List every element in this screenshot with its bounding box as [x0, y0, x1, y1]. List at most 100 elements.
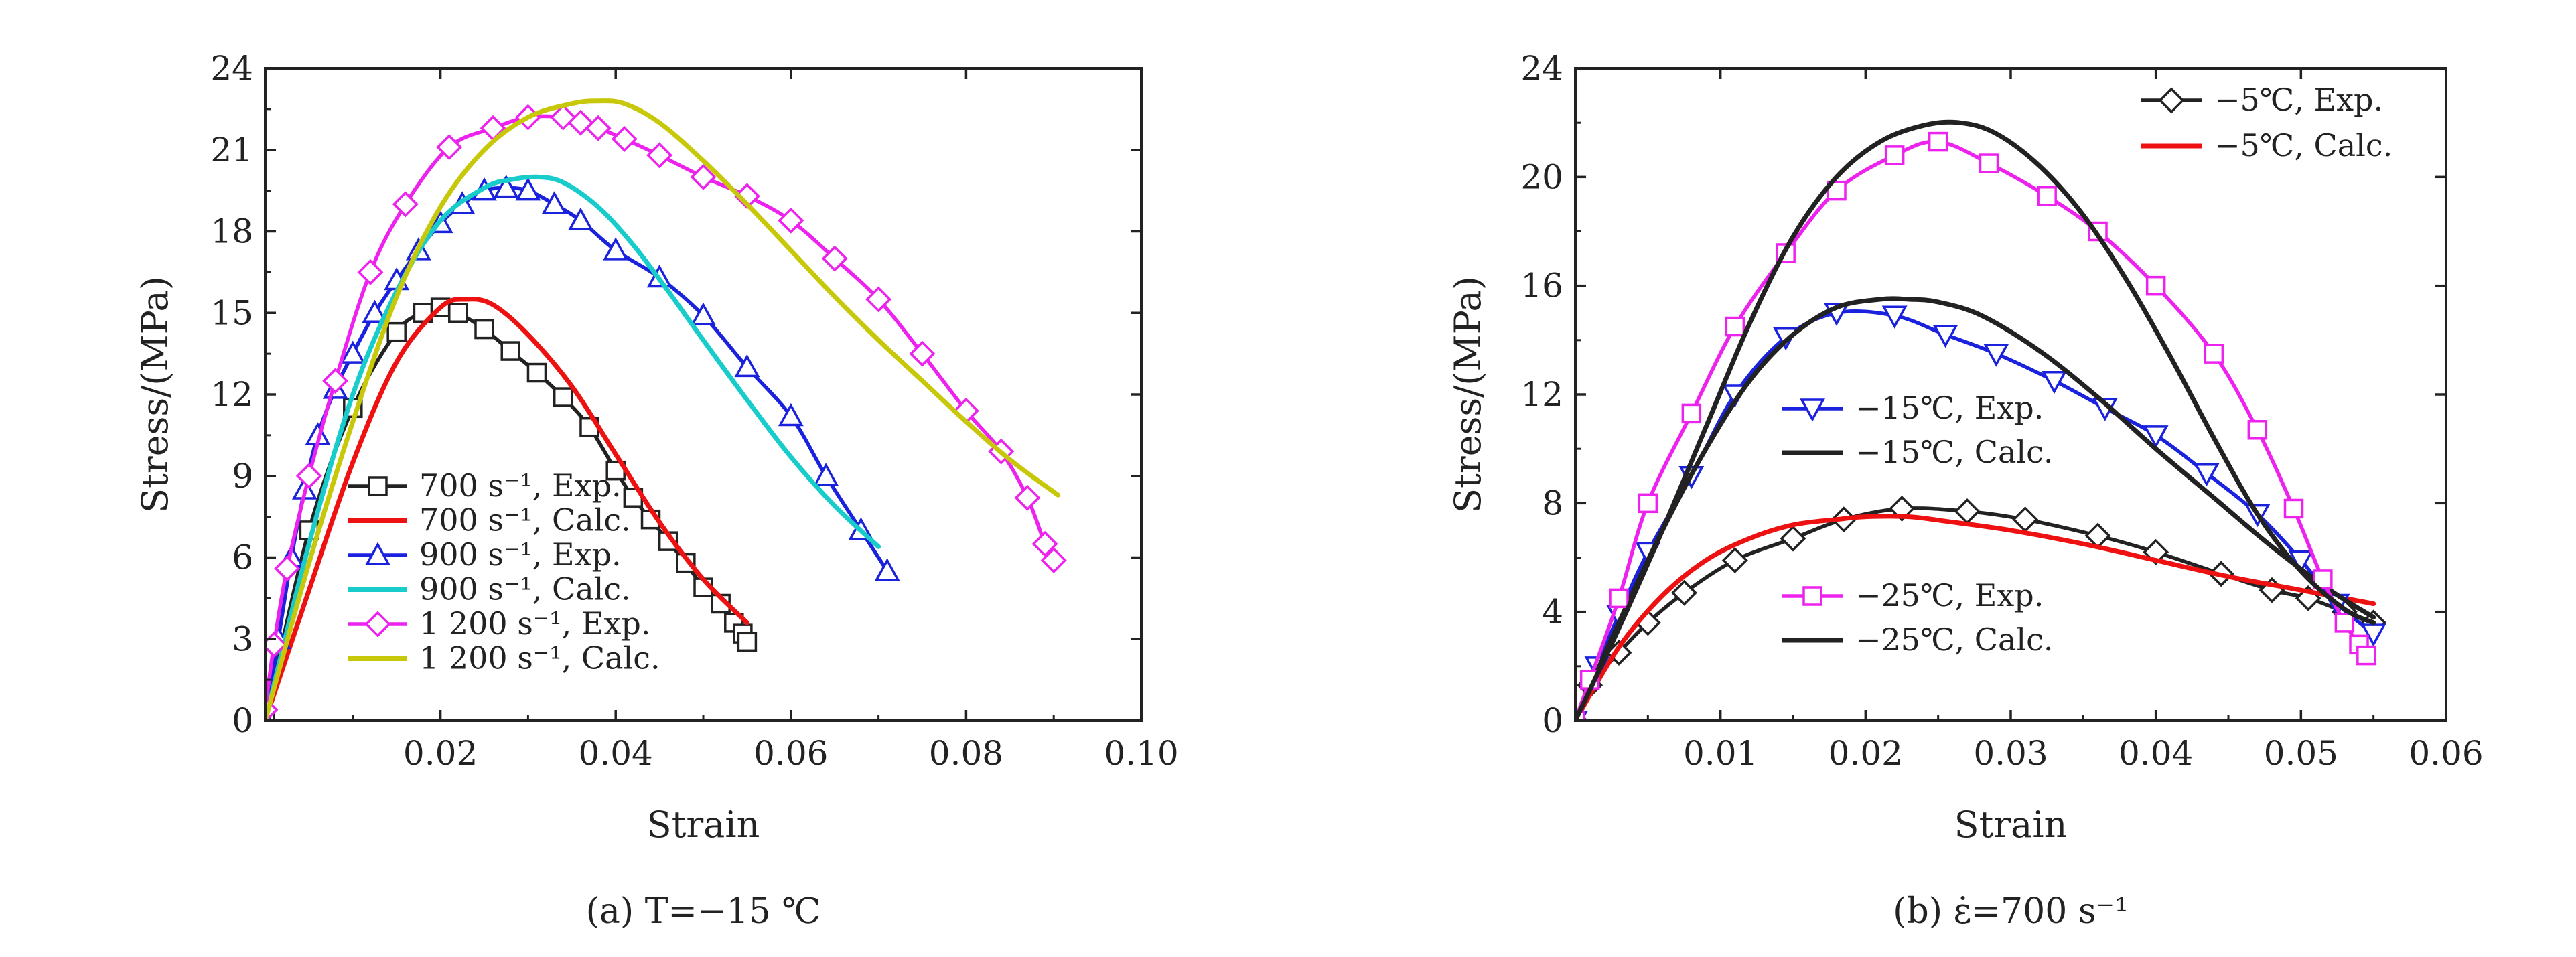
chart-a-legend-entry-2-label: 700 s⁻¹, Calc.: [419, 502, 631, 538]
chart-a-ytick-label: 24: [210, 49, 253, 88]
chart-b-ytick-label: 4: [1542, 593, 1563, 632]
chart-b-series-3-markers: [1575, 303, 2386, 721]
chart-a-series-5-point: [821, 245, 848, 272]
chart-b-series-1-markers: [1575, 495, 2387, 721]
chart-b-series-1-point: [1671, 579, 1697, 606]
chart-a-xtick-label: 0.02: [403, 734, 478, 773]
chart-a-series-5-point: [646, 142, 673, 169]
chart-b-series-5-point: [1979, 153, 1999, 173]
chart-b-legend-entry-5: −25℃, Exp.: [1782, 577, 2044, 613]
chart-a-axes: 0.02 0.04 0.06 0.08 0.10 0 3 6 9 12 15 18 21 24: [210, 49, 1178, 773]
chart-a-legend-entry-4-label: 900 s⁻¹, Calc.: [419, 571, 631, 607]
chart-a-series-1-point: [474, 319, 494, 340]
chart-a-ytick-label: 0: [232, 701, 253, 740]
chart-b-series-5-point: [1681, 403, 1702, 424]
chart-b-series-3-point: [2288, 550, 2314, 574]
chart-b-legend-entry-3-label: −15℃, Exp.: [1855, 390, 2044, 426]
chart-a-series-5-point: [865, 286, 892, 313]
chart-a-series-5-point: [1014, 484, 1041, 511]
chart-a-series-5-point: [690, 163, 717, 190]
chart-b-legend-entry-3: −15℃, Exp.: [1782, 390, 2044, 426]
chart-b-ytick-label: 20: [1520, 157, 1563, 196]
chart-b-series-group: [1575, 119, 2387, 721]
chart-a-series-group: [265, 98, 1067, 721]
chart-a-ylabel: Stress/(MPa): [134, 276, 176, 513]
chart-a-series-3-point: [515, 177, 541, 201]
chart-a-xtick-label: 0.04: [579, 734, 653, 773]
chart-b-series-5-point: [2283, 498, 2304, 519]
chart-b-xtick-label: 0.03: [1973, 734, 2048, 773]
chart-b-series-5-point: [2204, 344, 2224, 364]
chart-a-series-3-point: [362, 299, 388, 323]
chart-b-series-3-point: [2194, 463, 2220, 487]
chart-b-legend-entry-6: −25℃, Calc.: [1782, 621, 2054, 658]
chart-b-ytick-label: 16: [1520, 267, 1563, 305]
chart-a-series-1-point: [413, 303, 433, 323]
chart-a-xtick-label: 0.10: [1104, 734, 1178, 773]
chart-a-series-3-point: [734, 354, 760, 378]
chart-b-series-5-point: [2247, 420, 2268, 440]
chart-b-legend-entry-3-marker: [1800, 398, 1825, 422]
chart-a-series-1-point: [386, 321, 407, 342]
chart-b-legend-entry-5-marker: [1802, 586, 1822, 606]
chart-a-ytick-label: 3: [232, 619, 253, 658]
chart-b-series-1-point: [1721, 547, 1748, 574]
chart-b-series-5-point: [2334, 613, 2355, 633]
chart-b-legend-entry-4: −15℃, Calc.: [1782, 434, 2054, 470]
chart-a-series-2-line: [265, 297, 749, 721]
chart-a-legend-entry-1-marker: [368, 476, 388, 496]
chart-b-xtick-label: 0.04: [2119, 734, 2193, 773]
chart-a-series-5-point: [909, 340, 936, 367]
chart-a-legend: 700 s⁻¹, Exp.700 s⁻¹, Calc.900 s⁻¹, Exp.…: [348, 467, 660, 676]
chart-a-ytick-label: 18: [210, 212, 253, 251]
chart-b-ytick-label: 12: [1520, 375, 1563, 414]
chart-b-series-3-point: [2042, 370, 2067, 394]
chart-a-plot-area: [265, 98, 1067, 721]
chart-a-series-5-point: [295, 463, 322, 490]
chart-b-series-1-line: [1575, 506, 2376, 721]
chart-b-series-5-point: [1928, 131, 1948, 152]
chart-a-series-5-point: [322, 368, 349, 394]
chart-b-legend: −5℃, Exp. −5℃, Calc. −15℃, Exp. −15℃, Calc.…: [1782, 82, 2392, 658]
chart-a-series-5-point: [778, 207, 804, 234]
chart-a-legend-entry-5-marker: [364, 611, 391, 638]
chart-a-ytick-label: 21: [210, 131, 253, 169]
chart-a-series-5-point: [357, 259, 384, 285]
chart-a-xlabel: Strain: [647, 804, 760, 846]
chart-b-legend-entry-4-label: −15℃, Calc.: [1855, 434, 2054, 470]
chart-a-legend-entry-3-label: 900 s⁻¹, Exp.: [419, 536, 622, 573]
chart-a-series-1-point: [500, 341, 520, 361]
chart-a-series-4-line: [265, 174, 881, 721]
chart-b-legend-entry-2: −5℃, Calc.: [2141, 127, 2392, 163]
chart-b-xtick-label: 0.06: [2409, 734, 2483, 773]
chart-b-series-5-point: [2356, 645, 2376, 666]
chart-b-legend-entry-1: −5℃, Exp.: [2141, 82, 2383, 118]
chart-a-legend-entry-4: 900 s⁻¹, Calc.: [348, 571, 631, 607]
chart-a-legend-entry-1-label: 700 s⁻¹, Exp.: [419, 467, 622, 504]
chart-a-series-5-point: [274, 555, 301, 582]
chart-b-series-5-point: [1884, 145, 1905, 165]
chart-b-xtick-label: 0.05: [2264, 734, 2338, 773]
chart-b-ytick-label: 0: [1542, 701, 1563, 740]
chart-b-series-5-point: [1609, 588, 1629, 609]
chart-a-legend-entry-6-label: 1 200 s⁻¹, Calc.: [419, 640, 660, 676]
chart-b-series-3-point: [1932, 324, 1958, 348]
chart-b-caption: (b) ε̇=700 s⁻¹: [1893, 891, 2129, 932]
chart-b-legend-entry-1-label: −5℃, Exp.: [2214, 82, 2383, 118]
chart-b-legend-entry-1-marker: [2158, 87, 2185, 114]
chart-a-series-5-point: [436, 134, 463, 161]
chart-b-series-3-point: [1983, 344, 2009, 367]
chart-b-ylabel: Stress/(MPa): [1447, 276, 1489, 513]
chart-b-series-5-point: [1725, 316, 1745, 337]
chart-a-series-1-point: [737, 632, 758, 652]
chart-a-series-3-point: [813, 463, 839, 486]
chart-b-axes: 0.01 0.02 0.03 0.04 0.05 0.06 0 4 8 12 16 20 24: [1520, 49, 2483, 773]
chart-a-ytick-label: 15: [210, 293, 253, 332]
chart-a-ytick-label: 9: [232, 457, 253, 496]
chart-a-series-3-point: [493, 174, 519, 198]
chart-b-series-5-point: [2145, 275, 2166, 296]
chart-a-series-5-point: [1040, 547, 1067, 574]
chart-b-series-5-point: [1638, 493, 1658, 514]
chart-a: 0.02 0.04 0.06 0.08 0.10 0 3 6 9 12 15 18 21 24 Strai…: [134, 49, 1179, 932]
